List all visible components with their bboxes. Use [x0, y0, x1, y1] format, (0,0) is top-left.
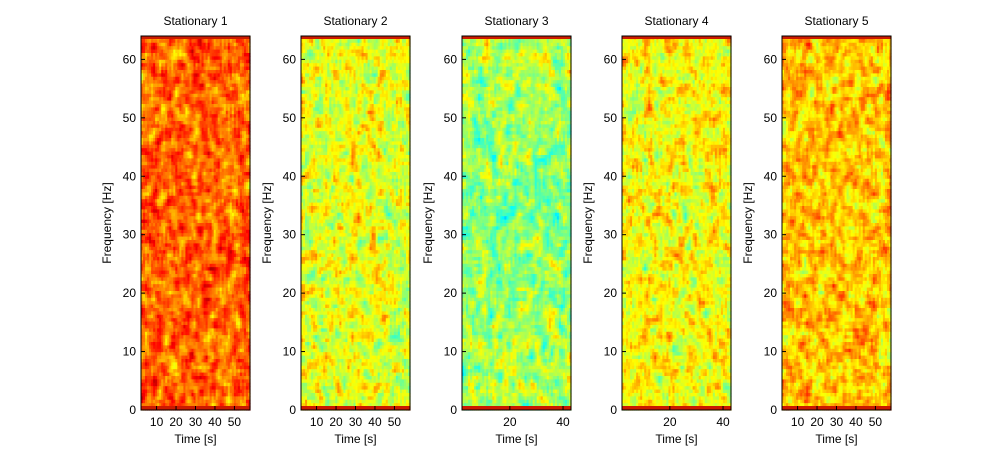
heatmap-cells [141, 36, 251, 411]
